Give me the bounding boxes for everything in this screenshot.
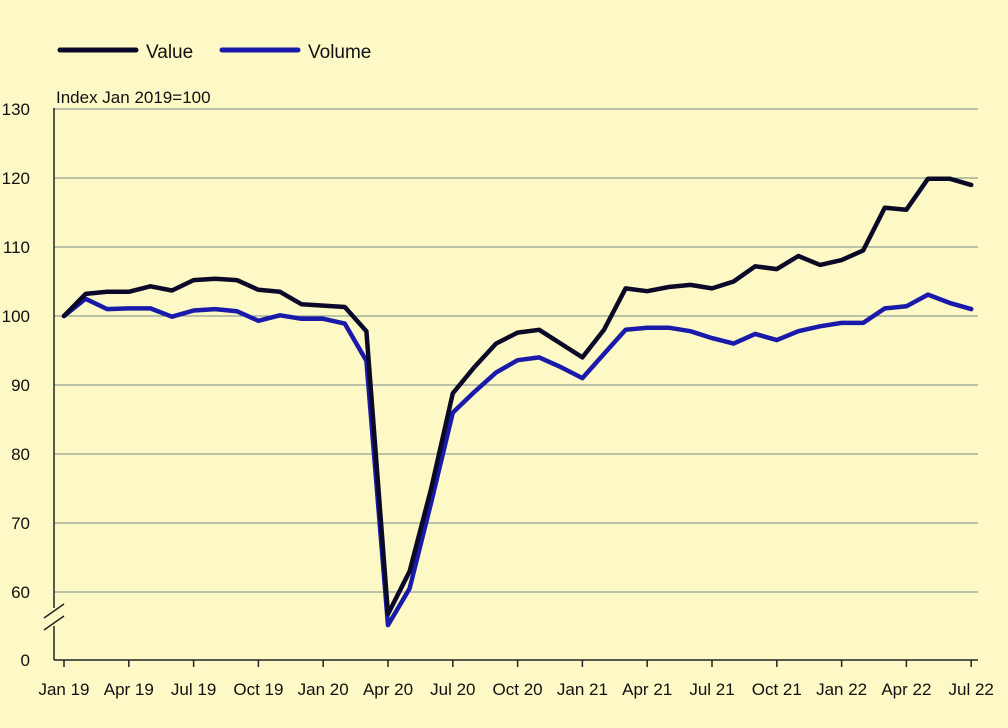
x-tick-label-apr-21: Apr 21 [622,680,672,699]
x-tick-label-jul-21: Jul 21 [689,680,734,699]
legend: Value Volume [57,42,371,63]
gridlines [54,108,978,593]
x-tick-label-jan-20: Jan 20 [298,680,349,699]
y-tick-label-100: 100 [2,307,30,326]
x-tick-label-oct-19: Oct 19 [233,680,283,699]
y-tick-label-zero: 0 [21,651,30,670]
x-tick-label-oct-20: Oct 20 [493,680,543,699]
legend-label-value: Value [146,42,193,63]
x-tick-label-jan-21: Jan 21 [557,680,608,699]
legend-label-volume: Volume [308,42,371,63]
x-tick-label-apr-22: Apr 22 [881,680,931,699]
axis-break-mark-lower [43,615,65,631]
x-tick-label-jul-19: Jul 19 [171,680,216,699]
y-tick-label-120: 120 [2,169,30,188]
y-tick-label-90: 90 [11,376,30,395]
y-tick-label-130: 130 [2,100,30,119]
y-tick-label-70: 70 [11,514,30,533]
axes: 0 [21,108,978,670]
x-tick-label-jul-22: Jul 22 [949,680,994,699]
x-tick-label-apr-19: Apr 19 [104,680,154,699]
x-ticks: Jan 19 Apr 19 Jul 19 Oct 19 Jan 20 Apr 20 Jul … [38,660,994,699]
y-tick-label-60: 60 [11,583,30,602]
y-tick-label-110: 110 [3,238,30,257]
series-line-value [61,176,974,617]
y-axis-label: Index Jan 2019=100 [56,88,211,107]
x-tick-label-jul-20: Jul 20 [430,680,475,699]
x-tick-label-apr-20: Apr 20 [363,680,413,699]
x-tick-label-oct-21: Oct 21 [752,680,802,699]
y-ticks: 60 70 80 90 100 110 120 130 [2,100,30,602]
y-tick-label-80: 80 [11,445,30,464]
x-tick-label-jan-19: Jan 19 [38,680,89,699]
series-lines [61,176,974,628]
x-tick-label-jan-22: Jan 22 [816,680,867,699]
series-line-volume [61,292,974,628]
axis-break-mark-upper [43,603,65,619]
